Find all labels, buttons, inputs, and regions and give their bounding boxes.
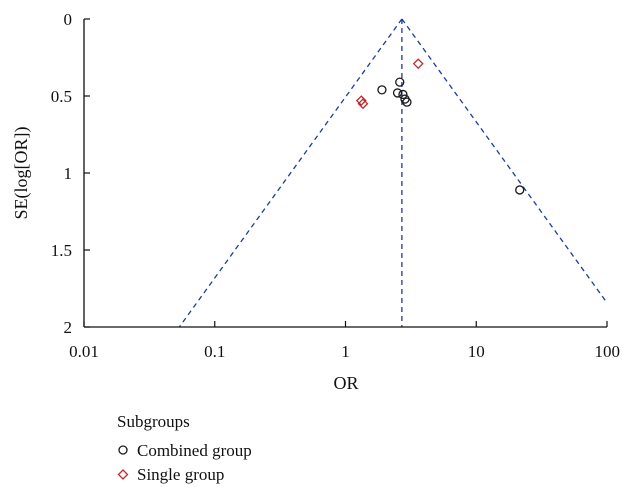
x-axis-title: OR — [333, 373, 358, 393]
combined-group-point — [377, 85, 387, 95]
combined-group-point — [402, 97, 412, 107]
y-axis-title: SE(log[OR]) — [11, 127, 32, 220]
y-tick-label: 1 — [64, 164, 73, 183]
legend-title: Subgroups — [117, 412, 190, 431]
combined-group-point — [398, 89, 408, 100]
y-tick-label: 0 — [64, 10, 73, 29]
y-tick-label: 1.5 — [51, 241, 72, 260]
funnel-left-limit — [178, 18, 403, 328]
single-group-point — [412, 58, 424, 70]
x-tick-label: 1 — [341, 342, 350, 361]
combined-group-point — [392, 88, 403, 98]
single-group-point — [355, 95, 367, 107]
legend-circle-icon — [118, 445, 128, 455]
y-tick-label: 0.5 — [51, 87, 72, 106]
x-tick-label: 0.1 — [204, 342, 225, 361]
x-tick-label: 100 — [595, 342, 621, 361]
y-tick-label: 2 — [64, 318, 73, 337]
y-ticks: 0 0.5 1 1.5 2 — [51, 10, 90, 337]
single-group-point — [357, 98, 369, 110]
funnel-right-limit — [401, 18, 608, 304]
x-tick-label: 10 — [468, 342, 485, 361]
legend-diamond-icon — [117, 469, 129, 480]
legend-item-combined: Combined group — [137, 441, 252, 460]
legend: Subgroups Combined group Single group — [117, 412, 252, 484]
legend-item-single: Single group — [137, 465, 224, 484]
funnel-lines — [178, 18, 608, 328]
combined-group-point — [395, 77, 405, 87]
x-tick-label: 0.01 — [69, 342, 99, 361]
axes — [83, 19, 607, 328]
data-points — [355, 58, 525, 195]
x-ticks: 0.01 0.1 1 10 100 — [69, 321, 620, 361]
combined-group-point — [515, 185, 525, 195]
